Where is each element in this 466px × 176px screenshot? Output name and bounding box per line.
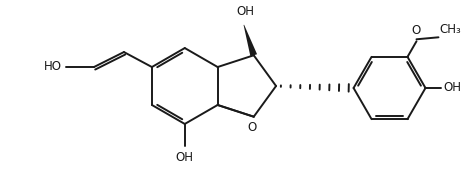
- Text: O: O: [247, 121, 256, 134]
- Text: O: O: [412, 24, 421, 37]
- Text: OH: OH: [444, 81, 461, 95]
- Text: OH: OH: [176, 151, 194, 164]
- Text: CH₃: CH₃: [439, 23, 461, 36]
- Text: HO: HO: [44, 59, 62, 73]
- Polygon shape: [244, 25, 257, 56]
- Text: OH: OH: [237, 5, 255, 18]
